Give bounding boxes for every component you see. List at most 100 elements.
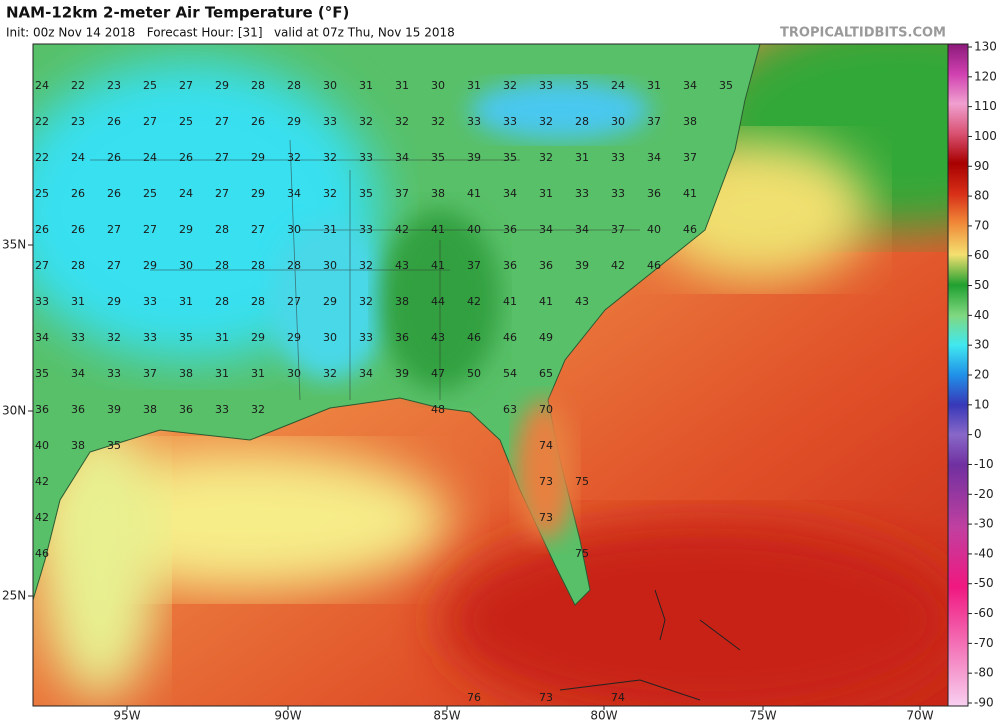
temperature-label: 33 [611,187,625,200]
temperature-label: 26 [179,151,193,164]
temperature-label: 28 [287,259,301,272]
temperature-label: 29 [287,331,301,344]
temperature-label: 43 [395,259,409,272]
temperature-label: 54 [503,367,517,380]
temperature-label: 33 [35,295,49,308]
temperature-label: 35 [431,151,445,164]
temperature-label: 39 [395,367,409,380]
temperature-label: 41 [539,295,553,308]
temperature-label: 35 [179,331,193,344]
temperature-label: 33 [359,331,373,344]
temperature-label: 35 [575,79,589,92]
temperature-label: 46 [683,223,697,236]
temperature-label: 29 [143,259,157,272]
temperature-label: 27 [251,223,265,236]
temperature-label: 34 [539,223,553,236]
temperature-label: 29 [323,295,337,308]
temperature-label: 24 [143,151,157,164]
temperature-label: 28 [251,259,265,272]
temperature-label: 31 [359,79,373,92]
temperature-label: 32 [251,403,265,416]
temperature-label: 32 [323,367,337,380]
temperature-label: 74 [611,691,625,704]
temperature-label: 30 [323,331,337,344]
temperature-label: 41 [431,223,445,236]
lon-label: 80W [590,709,617,723]
temperature-label: 42 [395,223,409,236]
temperature-label: 37 [143,367,157,380]
temperature-label: 33 [323,115,337,128]
temperature-label: 35 [503,151,517,164]
temperature-label: 27 [287,295,301,308]
temperature-label: 32 [323,151,337,164]
temperature-label: 30 [323,79,337,92]
colorbar-label: 40 [974,308,989,322]
lon-label: 75W [749,709,776,723]
temperature-label: 76 [467,691,481,704]
temperature-label: 28 [215,259,229,272]
colorbar-label: -50 [974,576,994,590]
temperature-label: 29 [215,79,229,92]
temperature-label: 32 [395,115,409,128]
colorbar-label: -90 [974,696,994,710]
temperature-label: 35 [359,187,373,200]
temperature-label: 33 [539,79,553,92]
colorbar-label: 10 [974,397,989,411]
temperature-label: 38 [71,439,85,452]
colorbar-label: 70 [974,218,989,232]
temperature-label: 32 [323,187,337,200]
temperature-label: 41 [503,295,517,308]
temperature-label: 27 [143,115,157,128]
colorbar-label: -30 [974,517,994,531]
temperature-label: 75 [575,475,589,488]
temperature-label: 46 [467,331,481,344]
temperature-label: 33 [143,331,157,344]
temperature-label: 49 [539,331,553,344]
temperature-label: 26 [71,187,85,200]
title: NAM-12km 2-meter Air Temperature (°F) [6,4,349,22]
temperature-label: 74 [539,439,553,452]
temperature-label: 50 [467,367,481,380]
temperature-label: 26 [71,223,85,236]
temperature-label: 36 [539,259,553,272]
temperature-label: 28 [215,223,229,236]
temperature-label: 33 [359,223,373,236]
temperature-label: 40 [467,223,481,236]
colorbar-label: 60 [974,248,989,262]
lat-label: 35N [2,238,26,252]
temperature-label: 27 [215,115,229,128]
temperature-label: 34 [71,367,85,380]
temperature-label: 34 [35,331,49,344]
temperature-label: 28 [71,259,85,272]
temperature-label: 30 [287,223,301,236]
colorbar-label: 20 [974,368,989,382]
temperature-label: 31 [179,295,193,308]
temperature-label: 29 [251,151,265,164]
florida-warm [515,400,575,540]
temperature-label: 27 [215,187,229,200]
temperature-label: 42 [467,295,481,308]
temperature-label: 73 [539,475,553,488]
temperature-label: 29 [179,223,193,236]
temperature-label: 38 [395,295,409,308]
temperature-label: 32 [539,115,553,128]
temperature-label: 30 [431,79,445,92]
colorbar-label: -20 [974,487,994,501]
subtitle: Init: 00z Nov 14 2018 Forecast Hour: [31… [6,26,455,40]
temperature-label: 43 [575,295,589,308]
temperature-label: 39 [467,151,481,164]
temperature-label: 31 [251,367,265,380]
temperature-label: 39 [107,403,121,416]
temperature-label: 38 [683,115,697,128]
temperature-label: 30 [611,115,625,128]
temperature-label: 35 [35,367,49,380]
temperature-label: 33 [107,367,121,380]
temperature-label: 37 [467,259,481,272]
temperature-label: 41 [467,187,481,200]
lat-label: 30N [2,404,26,418]
temperature-label: 44 [431,295,445,308]
temperature-label: 32 [107,331,121,344]
temperature-label: 31 [323,223,337,236]
temperature-label: 75 [575,547,589,560]
